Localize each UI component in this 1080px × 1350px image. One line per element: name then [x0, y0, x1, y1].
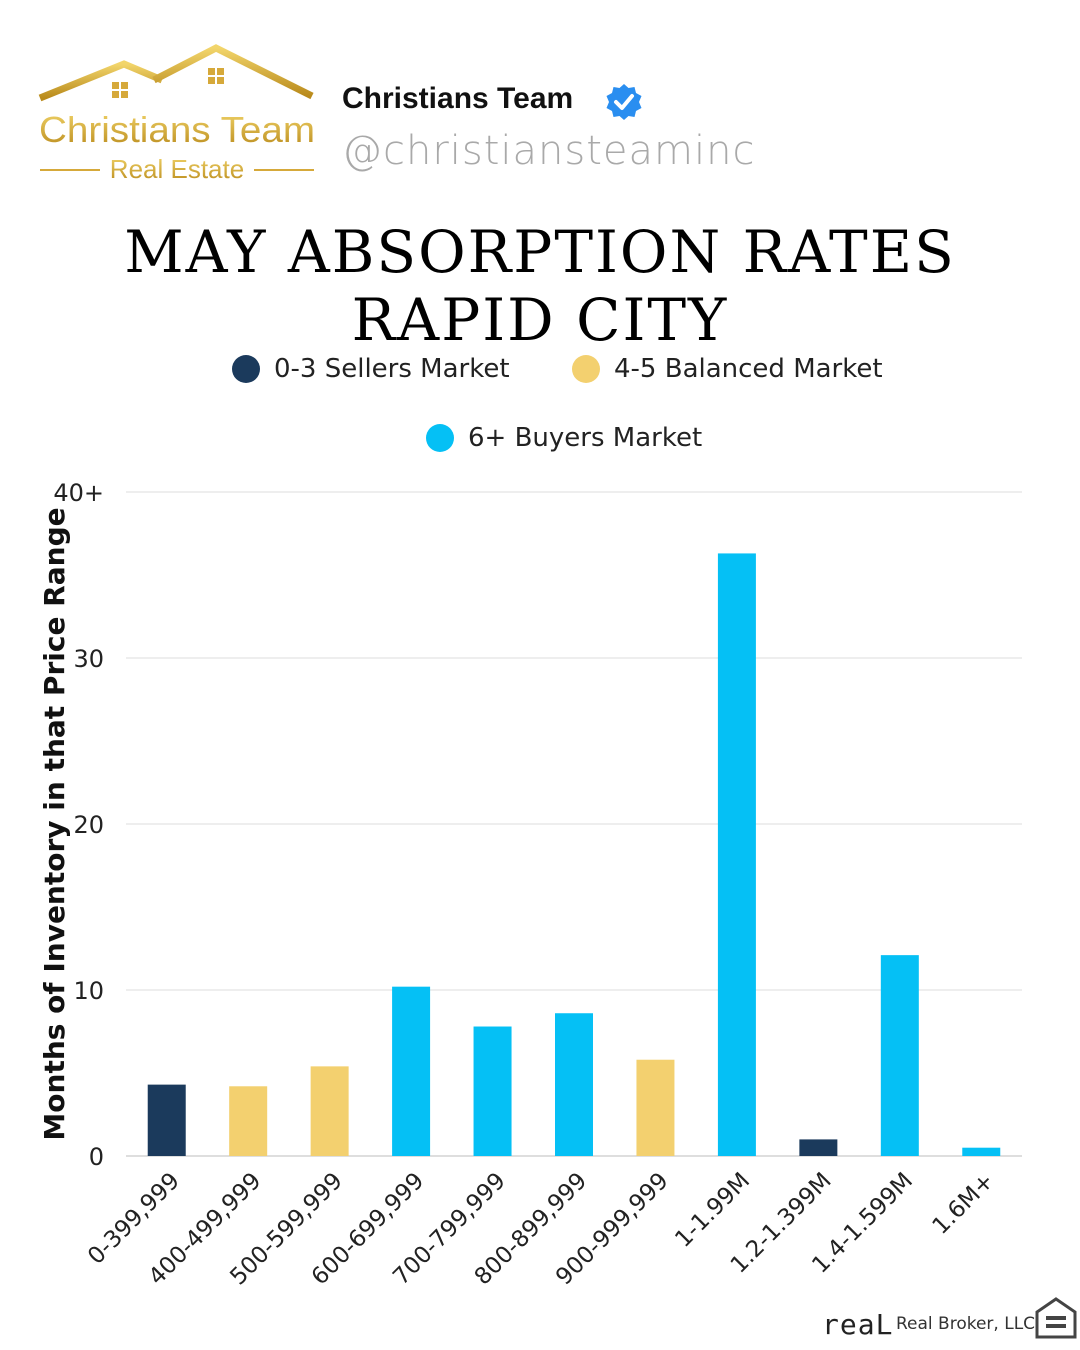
- logo-line2: Real Estate: [110, 154, 244, 184]
- legend-dot-sellers: [232, 355, 260, 383]
- legend-dot-buyers: [426, 424, 454, 452]
- y-axis-label: Months of Inventory in that Price Range: [38, 507, 71, 1140]
- logo-line1: Christians Team: [39, 109, 315, 150]
- equal-housing-icon: [1034, 1296, 1078, 1340]
- profile-name: Christians Team: [342, 82, 574, 115]
- y-tick-label: 30: [73, 645, 104, 673]
- bar-500-599,999: [310, 1066, 349, 1156]
- bar-400-499,999: [229, 1086, 268, 1156]
- verified-badge-icon: [604, 82, 644, 122]
- y-tick-label: 10: [73, 977, 104, 1005]
- real-brand-logo: reaL: [822, 1308, 894, 1341]
- profile-handle: @christiansteaminc: [342, 128, 756, 174]
- bar-1.4-1.599M: [880, 955, 919, 1156]
- y-tick-label: 0: [89, 1143, 104, 1171]
- legend-item-balanced: 4-5 Balanced Market: [572, 354, 883, 384]
- x-tick-label: 1.6M+: [928, 1168, 1000, 1240]
- broker-name: Real Broker, LLC: [896, 1314, 1036, 1334]
- bar-800-899,999: [555, 1013, 593, 1156]
- bar-1-1.99M: [717, 553, 756, 1156]
- bar-600-699,999: [392, 986, 431, 1156]
- bar-1.6M+: [962, 1147, 1001, 1156]
- legend-label-buyers: 6+ Buyers Market: [468, 423, 703, 453]
- bar-0-399,999: [147, 1084, 186, 1156]
- bar-700-799,999: [473, 1026, 512, 1156]
- y-tick-label: 20: [73, 811, 104, 839]
- chart-title-line1: MAY ABSORPTION RATES: [124, 218, 956, 286]
- bar-chart: 0 10 20 30 40+Months of Inventory in that Pr…: [38, 479, 1022, 1290]
- y-tick-label: 40+: [53, 479, 104, 507]
- bar-900-999,999: [636, 1059, 675, 1156]
- legend-item-sellers: 0-3 Sellers Market: [232, 354, 510, 384]
- company-logo: Christians Team Real Estate: [36, 44, 318, 184]
- chart-title-line2: RAPID CITY: [351, 286, 729, 354]
- legend-label-balanced: 4-5 Balanced Market: [614, 354, 883, 384]
- legend-dot-balanced: [572, 355, 600, 383]
- legend-label-sellers: 0-3 Sellers Market: [274, 354, 510, 384]
- bar-1.2-1.399M: [799, 1139, 838, 1156]
- legend-item-buyers: 6+ Buyers Market: [426, 423, 702, 453]
- x-tick-label: 1-1.99M: [670, 1168, 755, 1253]
